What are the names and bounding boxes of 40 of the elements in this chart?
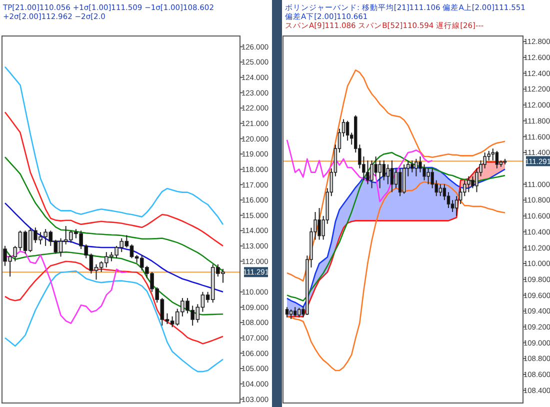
candlestick <box>422 164 426 181</box>
candlestick <box>293 306 297 318</box>
candlestick <box>298 307 301 318</box>
candlestick <box>454 196 458 216</box>
line-series <box>4 66 224 226</box>
line-series <box>4 202 224 293</box>
line-series <box>4 112 224 247</box>
candlestick <box>467 176 470 193</box>
candlestick <box>414 158 418 177</box>
candlestick <box>450 200 454 212</box>
candlestick <box>463 180 466 197</box>
candlestick <box>495 150 499 169</box>
candlestick <box>402 164 406 194</box>
candlestick <box>394 168 398 189</box>
candlestick <box>491 148 494 161</box>
candlestick <box>418 156 422 173</box>
candlestick <box>285 306 289 318</box>
candlestick <box>471 176 474 189</box>
candlestick <box>446 192 450 209</box>
candlestick <box>378 160 382 189</box>
candlestick <box>318 208 321 240</box>
line-series <box>4 270 224 372</box>
line-series <box>286 139 433 202</box>
candlestick <box>370 160 374 189</box>
candlestick <box>382 160 386 181</box>
candlestick <box>346 120 350 142</box>
candlestick <box>475 168 478 193</box>
line-series <box>286 69 506 282</box>
candlestick <box>410 160 414 173</box>
candlestick <box>438 184 442 197</box>
candlestick <box>458 188 462 205</box>
candlestick <box>426 168 430 185</box>
candlestick <box>366 160 370 185</box>
candlestick <box>430 168 434 189</box>
candlestick <box>398 168 402 197</box>
candlestick <box>442 184 446 201</box>
candlestick <box>374 156 378 177</box>
candlestick <box>390 160 394 193</box>
candlestick <box>386 164 390 185</box>
candlestick <box>289 308 293 320</box>
